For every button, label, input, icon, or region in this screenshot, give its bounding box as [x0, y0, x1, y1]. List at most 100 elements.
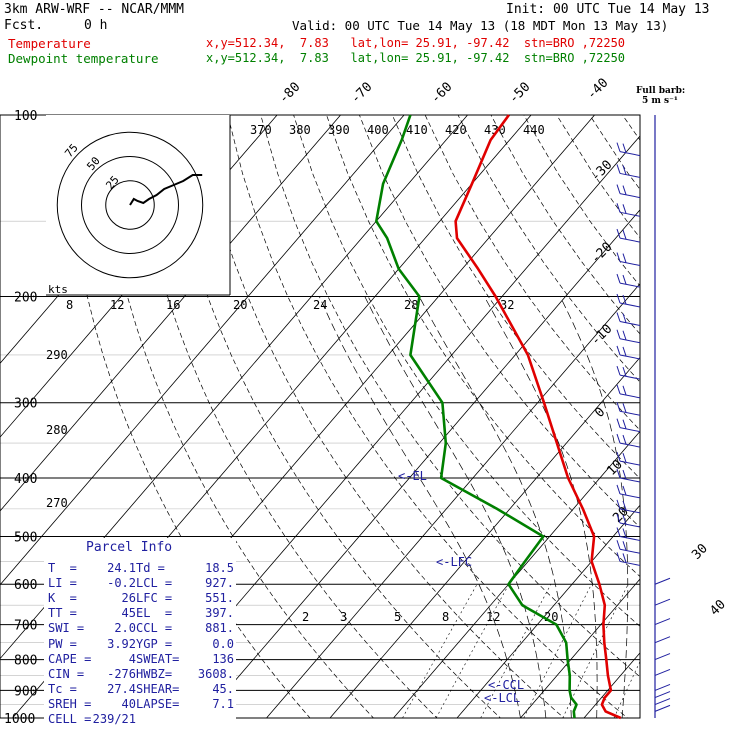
wind-barb-290 — [619, 393, 641, 399]
fcst-value: 0 h — [84, 18, 108, 33]
parcel-info-key: Tc = — [48, 682, 77, 697]
wind-barb-flag2-400 — [622, 469, 627, 480]
hodograph-speed-label-24: 24 — [313, 298, 327, 312]
isotherm-20 — [583, 652, 640, 718]
parcel-info-panel: Parcel Info T = 24.1 Td = 18.5 LI = -0.2 LCL =… — [44, 538, 236, 728]
theta-e-label-270: 270 — [46, 496, 68, 510]
wind-barb-500 — [619, 535, 641, 541]
hodograph-speed-label-12: 12 — [110, 298, 124, 312]
mixing-ratio-line-20 — [613, 660, 640, 718]
pressure-label-1000: 1000 — [4, 712, 35, 727]
dry-adiabat-270 — [128, 115, 438, 718]
temperature-tick-10: 10 — [604, 457, 626, 479]
temperature-tick-top--80: -80 — [276, 80, 303, 107]
parcel-info-key: SWEAT= — [136, 651, 180, 666]
wind-barb-flag2-270 — [622, 366, 627, 377]
parcel-info-value: 2.0 — [114, 621, 136, 636]
theta-e-label-280: 280 — [46, 423, 68, 437]
parcel-info-value — [188, 712, 234, 727]
wind-barb-flag2-550 — [622, 553, 627, 563]
hodograph-speed-label-8: 8 — [66, 298, 73, 312]
theta-label-400: 400 — [367, 123, 389, 137]
dry-adiabat-250 — [62, 115, 311, 718]
wind-barb-125 — [619, 172, 641, 178]
wind-barb-flag-145 — [616, 203, 621, 213]
temperature-tick-top--70: -70 — [348, 80, 375, 107]
wind-barb-low-750 — [654, 636, 671, 644]
pressure-label-600: 600 — [14, 578, 37, 593]
temperature-tick-top--50: -50 — [506, 80, 533, 107]
pressure-label-400: 400 — [14, 472, 37, 487]
temperature-tick-20: 20 — [610, 504, 632, 526]
wind-barb-115 — [619, 151, 641, 157]
pressure-label-800: 800 — [14, 654, 37, 669]
pressure-label-100: 100 — [14, 109, 37, 124]
pressure-label-900: 900 — [14, 684, 37, 699]
dry-adiabat-430 — [655, 115, 740, 731]
wind-barb-flag2-475 — [622, 514, 627, 525]
wind-barb-160 — [619, 237, 641, 243]
parcel-info-key: TT = — [48, 606, 77, 621]
mixing-ratio-label-2: 2 — [302, 610, 309, 624]
wind-barb-flag2-190 — [622, 274, 627, 285]
parcel-info-value: 40 — [121, 697, 136, 712]
wind-barb-flag2-220 — [622, 313, 627, 323]
moist-adiabat-14 — [364, 296, 547, 718]
dry-adiabat-360 — [424, 115, 640, 431]
pressure-label-300: 300 — [14, 397, 37, 412]
mixing-ratio-label-5: 5 — [394, 610, 401, 624]
moist-adiabat-26 — [559, 296, 629, 718]
wind-barb-flag-135 — [616, 184, 621, 194]
parcel-info-row: TT = 45 EL = 397. — [48, 606, 234, 621]
parcel-info-key: YGP = — [136, 636, 173, 651]
parcel-info-table: T = 24.1 Td = 18.5 LI = -0.2 LCL = 927. K = 26 LFC… — [48, 560, 234, 727]
wind-barb-220 — [619, 320, 641, 326]
parcel-info-key: PW = — [48, 636, 77, 651]
parcel-info-value: 239/21 — [92, 712, 136, 727]
wind-barb-550 — [619, 560, 641, 566]
parcel-info-key: T = — [48, 560, 77, 575]
wind-barb-330 — [619, 427, 641, 433]
parcel-info-key: CAPE = — [48, 651, 92, 666]
wind-barb-flag-550 — [616, 552, 621, 562]
wind-barb-flag2-500 — [622, 528, 627, 538]
isotherm--90 — [0, 115, 405, 586]
theta-label-440: 440 — [523, 123, 545, 137]
parcel-info-value: 26 — [121, 590, 136, 605]
wind-barb-flag-175 — [616, 252, 621, 262]
hodograph-speed-label-28: 28 — [404, 298, 418, 312]
wind-barb-low-900 — [654, 683, 671, 691]
parcel-info-key: LCL = — [136, 575, 173, 590]
wind-header: Full barb: — [636, 86, 685, 96]
isotherm-30 — [637, 115, 740, 731]
temperature-tick--30: -30 — [588, 158, 615, 185]
isotherm--40 — [202, 209, 640, 718]
wind-barb-175 — [619, 261, 641, 267]
temperature-tick-top--60: -60 — [428, 80, 455, 107]
hodograph-speed-label-16: 16 — [166, 298, 180, 312]
wind-barb-flag2-175 — [622, 253, 627, 263]
wind-barb-250 — [619, 354, 641, 360]
temperature-tick-0: 0 — [592, 405, 608, 421]
hodograph-ring-75 — [56, 131, 204, 279]
parcel-info-key: LFC = — [136, 590, 173, 605]
dewpoint-location-info: x,y=512.34, 7.83 lat,lon= 25.91, -97.42 … — [206, 51, 626, 65]
wind-barb-flag-400 — [616, 468, 621, 479]
wind-barb-low-800 — [654, 653, 671, 661]
init-time: Init: 00 UTC Tue 14 May 13 — [506, 2, 710, 17]
hodograph-ring-25 — [105, 180, 155, 230]
wind-barb-145 — [619, 211, 641, 217]
wind-barb-low-650 — [654, 598, 671, 606]
theta-label-390: 390 — [328, 123, 350, 137]
parcel-info-row: PW = 3.92 YGP = 0.0 — [48, 636, 234, 651]
temperature-tick-30: 30 — [689, 541, 711, 563]
dry-adiabat-440 — [688, 115, 740, 731]
wind-barb-low-925 — [654, 691, 671, 699]
valid-time: Valid: 00 UTC Tue 14 May 13 (18 MDT Mon … — [292, 18, 669, 33]
isotherm-0 — [456, 504, 640, 718]
parcel-info-key: SREH = — [48, 697, 92, 712]
temperature-tick-40: 40 — [707, 597, 729, 619]
wind-barb-flag-450 — [616, 499, 621, 510]
parcel-info-row: CIN = -276 HWBZ= 3608. — [48, 666, 234, 681]
wind-barb-375 — [619, 460, 641, 466]
